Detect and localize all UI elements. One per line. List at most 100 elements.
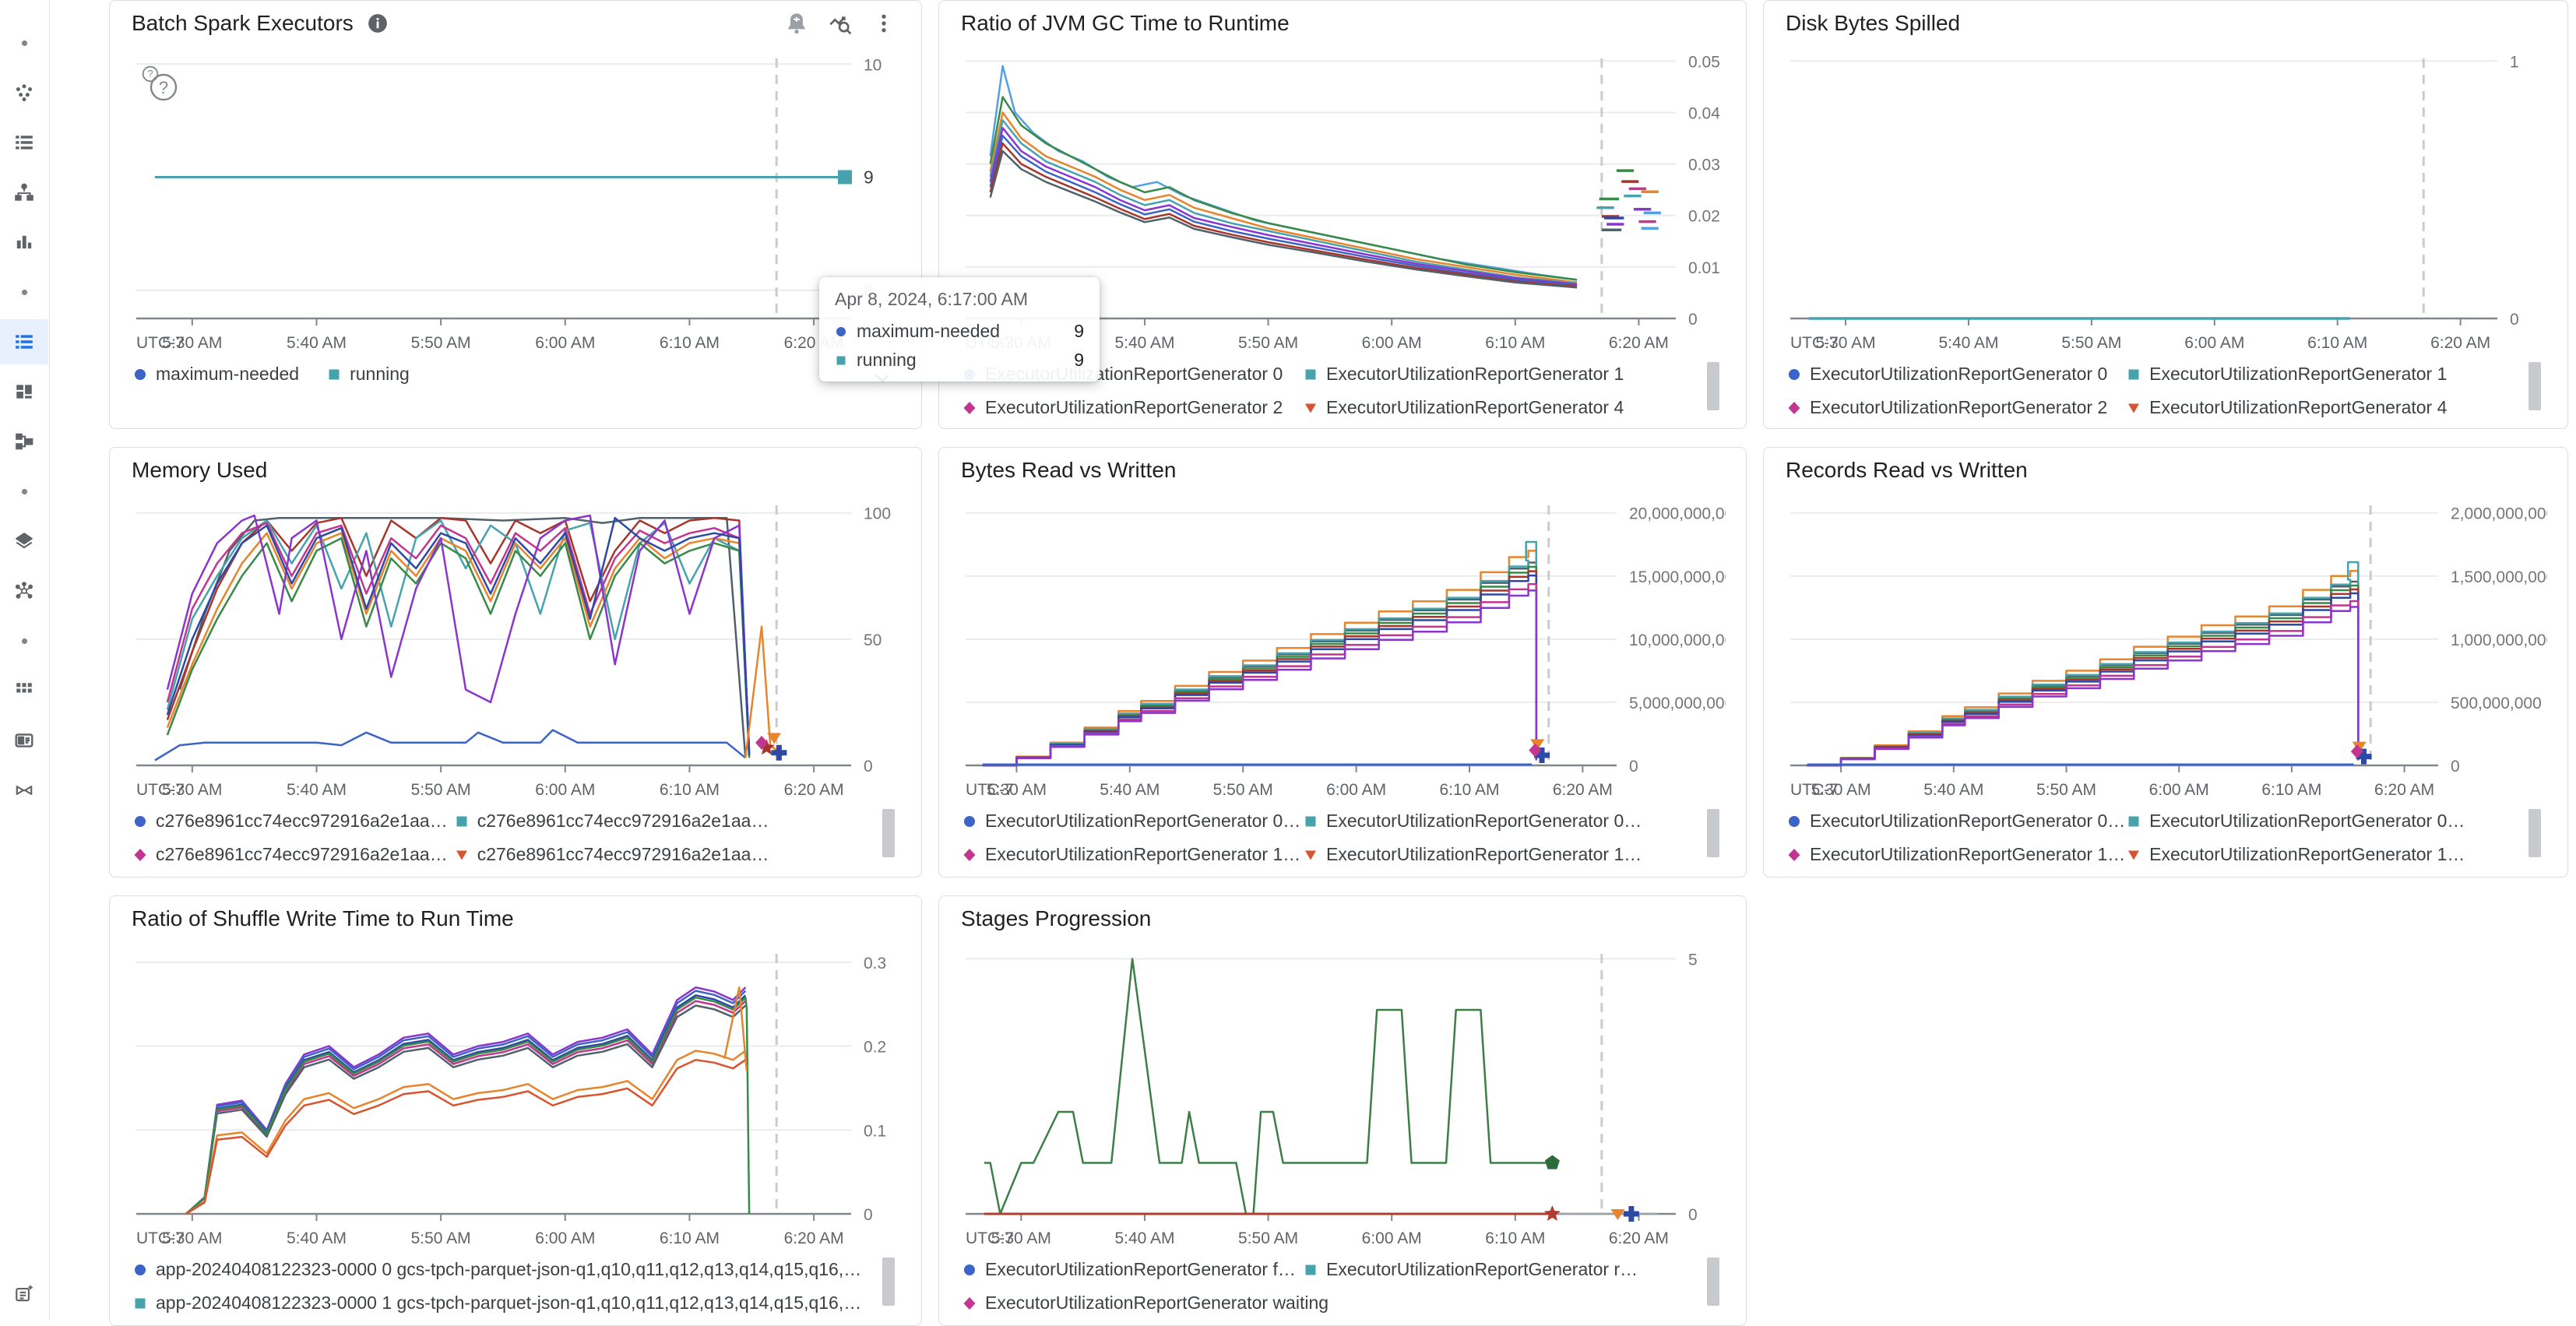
chart-title: Disk Bytes Spilled — [1786, 11, 1961, 35]
svg-text:5:40 AM: 5:40 AM — [1100, 781, 1160, 799]
svg-text:6:20 AM: 6:20 AM — [784, 1229, 844, 1247]
legend-scrollbar[interactable] — [1707, 809, 1719, 857]
chart-legend: c276e8961cc74ecc972916a2e1aae312-m c276e8… — [132, 803, 899, 870]
legend-item[interactable]: ExecutorUtilizationReportGenerator 1 wri… — [2127, 844, 2466, 865]
help-icon[interactable]: ?? — [142, 65, 178, 101]
svg-text:6:00 AM: 6:00 AM — [535, 781, 595, 799]
tooltip-series-label: running — [857, 350, 917, 370]
svg-text:10,000,000,000: 10,000,000,000 — [1629, 631, 1726, 649]
svg-text:6:00 AM: 6:00 AM — [1326, 781, 1386, 799]
tooltip-series-label: maximum-needed — [857, 321, 1001, 341]
svg-text:5:50 AM: 5:50 AM — [1238, 334, 1298, 352]
chart-title: Ratio of Shuffle Write Time to Run Time — [132, 906, 514, 930]
chart-plot-disk-bytes-spilled[interactable]: 1 0 5:30 AM 5:40 AM 5:50 AM 6:00 AM 6:10 AM 6:2… — [1786, 46, 2547, 356]
legend-scrollbar[interactable] — [882, 1257, 895, 1306]
diamond-marker-icon — [962, 1296, 977, 1310]
legend-scrollbar[interactable] — [1707, 362, 1719, 410]
rail-dot-4 — [21, 638, 27, 644]
svg-text:5: 5 — [1688, 951, 1698, 969]
circle-marker-icon — [962, 1263, 977, 1277]
card-header: Ratio of JVM GC Time to Runtime — [961, 1, 1724, 46]
chart-plot-shuffle-write-ratio[interactable]: 0.3 0.2 0.1 0 5:30 AM 5:40 AM 5:50 AM 6:00 AM 6:… — [132, 941, 901, 1251]
feedback-compose-icon-item[interactable] — [0, 1271, 48, 1316]
legend-item[interactable]: app-20240408122323-0000 1 gcs-tpch-parqu… — [133, 1293, 864, 1314]
legend-scrollbar[interactable] — [882, 809, 895, 857]
metrics-explorer-icon[interactable] — [825, 8, 856, 39]
legend-item[interactable]: ExecutorUtilizationReportGenerator 1 wri… — [1304, 844, 1645, 865]
legend-item[interactable]: c276e8961cc74ecc972916a2e1aae312-m — [133, 811, 455, 832]
legend-item[interactable]: ExecutorUtilizationReportGenerator 2 — [962, 397, 1304, 418]
legend-item[interactable]: ExecutorUtilizationReportGenerator 1 — [1304, 364, 1645, 385]
legend-item[interactable]: ExecutorUtilizationReportGenerator 1 — [2127, 364, 2466, 385]
legend-label: ExecutorUtilizationReportGenerator 1 rea… — [985, 844, 1304, 864]
chart-plot-stages-progression[interactable]: 5 0 5:30 AM 5:40 AM 5:50 AM 6:00 AM 6:10 AM 6:2… — [961, 941, 1726, 1251]
legend-scrollbar[interactable] — [2528, 809, 2541, 857]
info-icon[interactable] — [366, 12, 389, 35]
svg-text:0: 0 — [864, 758, 873, 776]
apps-grid-icon-item[interactable] — [0, 668, 48, 713]
tooltip-row: maximum-needed 9 — [835, 321, 1084, 342]
layers-icon-item[interactable] — [0, 519, 48, 564]
card-view-icon-item[interactable] — [0, 718, 48, 763]
legend-item[interactable]: c276e8961cc74ecc972916a2e1aae312-w-0 — [455, 811, 776, 832]
legend-item[interactable]: ExecutorUtilizationReportGenerator waiti… — [962, 1293, 1688, 1314]
dashboard-blocks-icon-item[interactable] — [0, 369, 48, 414]
legend-item[interactable]: ExecutorUtilizationReportGenerator 0 — [1787, 364, 2127, 385]
chart-plot-memory-used[interactable]: 100 50 0 5:30 AM 5:40 AM 5:50 AM 6:00 AM 6:10 A… — [132, 493, 901, 803]
square-marker-icon — [2127, 368, 2141, 382]
rail-dot-3 — [21, 488, 27, 494]
chart-plot-records-read-vs-written[interactable]: 2,000,000,000 1,500,000,000 1,000,000,000 5… — [1786, 493, 2547, 803]
card-header: Bytes Read vs Written — [961, 448, 1724, 493]
legend-item[interactable]: ExecutorUtilizationReportGenerator 0 rea… — [962, 811, 1304, 832]
svg-text:UTC-7: UTC-7 — [966, 781, 1014, 799]
chart-tooltip: Apr 8, 2024, 6:17:00 AM maximum-needed 9 r… — [819, 277, 1100, 382]
legend-scrollbar[interactable] — [1707, 1257, 1719, 1306]
legend-item[interactable]: ExecutorUtilizationReportGenerator 1 rea… — [1787, 844, 2127, 865]
legend-item[interactable]: ExecutorUtilizationReportGenerator 2 — [1787, 397, 2127, 418]
workflow-icon-item[interactable] — [0, 419, 48, 464]
batches-list-icon-item[interactable] — [0, 319, 48, 364]
svg-text:6:20 AM: 6:20 AM — [1609, 1229, 1669, 1247]
chart-plot-batch-spark-executors[interactable]: 1085:30 AM5:40 AM5:50 AM6:00 AM6:10 AM6:… — [132, 46, 901, 356]
bar-chart-icon-item[interactable] — [0, 220, 48, 265]
svg-text:6:00 AM: 6:00 AM — [1362, 334, 1422, 352]
legend-item[interactable]: running — [327, 364, 410, 385]
cluster-icon-item[interactable] — [0, 70, 48, 115]
legend-item[interactable]: ExecutorUtilizationReportGenerator 0 rea… — [1787, 811, 2127, 832]
list-icon-item[interactable] — [0, 120, 48, 165]
svg-text:9: 9 — [864, 167, 874, 187]
svg-text:5:50 AM: 5:50 AM — [2061, 334, 2121, 352]
svg-text:50: 50 — [864, 631, 882, 649]
legend-item[interactable]: ExecutorUtilizationReportGenerator 0 wri… — [2127, 811, 2466, 832]
chart-plot-bytes-read-vs-written[interactable]: 20,000,000,000 15,000,000,000 10,000,000,0… — [961, 493, 1726, 803]
legend-item[interactable]: ExecutorUtilizationReportGenerator 4 — [2127, 397, 2466, 418]
chart-card-shuffle-write-ratio: Ratio of Shuffle Write Time to Run Time 0… — [109, 895, 922, 1326]
bowtie-icon-item[interactable] — [0, 768, 48, 813]
legend-item[interactable]: c276e8961cc74ecc972916a2e1aae312-w-1 — [133, 844, 455, 865]
legend-item[interactable]: maximum-needed — [133, 364, 299, 385]
workflow-icon — [16, 433, 33, 450]
legend-item[interactable]: ExecutorUtilizationReportGenerator faile… — [962, 1259, 1304, 1280]
legend-item[interactable]: ExecutorUtilizationReportGenerator 1 rea… — [962, 844, 1304, 865]
legend-item[interactable]: ExecutorUtilizationReportGenerator runni… — [1304, 1259, 1645, 1280]
legend-item[interactable]: ExecutorUtilizationReportGenerator 4 — [1304, 397, 1645, 418]
svg-text:0: 0 — [864, 1206, 873, 1224]
triangle-marker-icon — [1304, 848, 1318, 862]
triangle-marker-icon — [2127, 848, 2141, 862]
alert-bell-plus-icon[interactable] — [781, 8, 812, 39]
rail-dot-4 — [0, 618, 48, 663]
svg-text:6:10 AM: 6:10 AM — [1485, 1229, 1545, 1247]
legend-scrollbar[interactable] — [2528, 362, 2541, 410]
legend-item[interactable]: app-20240408122323-0000 0 gcs-tpch-parqu… — [133, 1259, 864, 1280]
svg-text:100: 100 — [864, 505, 891, 523]
legend-label: ExecutorUtilizationReportGenerator 0 rea… — [985, 811, 1304, 831]
legend-item[interactable]: c276e8961cc74ecc972916a2e1aae312-w-2 — [455, 844, 776, 865]
legend-label: ExecutorUtilizationReportGenerator 4 — [2149, 397, 2448, 417]
circle-marker-icon — [133, 1263, 147, 1277]
legend-label: ExecutorUtilizationReportGenerator 4 — [1326, 397, 1624, 417]
hierarchy-icon-item[interactable] — [0, 170, 48, 215]
more-vert-icon[interactable] — [868, 8, 899, 39]
network-graph-icon-item[interactable] — [0, 568, 48, 614]
tooltip-timestamp: Apr 8, 2024, 6:17:00 AM — [835, 289, 1029, 309]
legend-item[interactable]: ExecutorUtilizationReportGenerator 0 wri… — [1304, 811, 1645, 832]
